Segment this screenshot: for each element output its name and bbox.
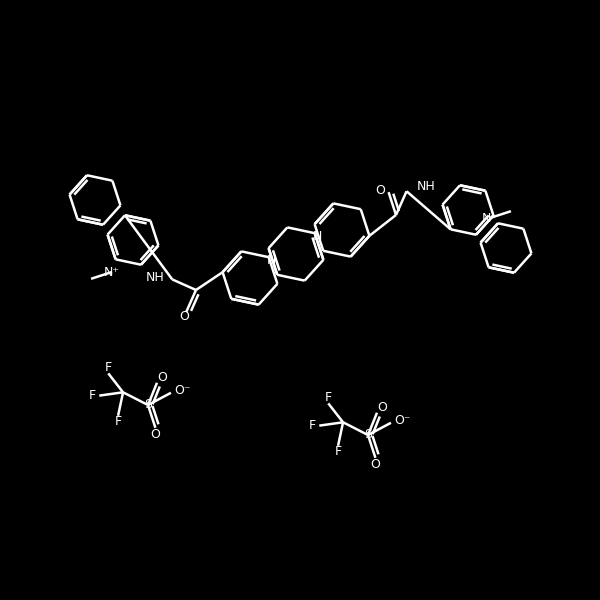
Text: F: F	[89, 389, 96, 402]
Text: N: N	[313, 229, 322, 242]
Text: NH: NH	[416, 180, 436, 193]
Text: O: O	[370, 458, 380, 472]
Text: O: O	[377, 401, 387, 414]
Text: F: F	[105, 361, 112, 374]
Text: S: S	[144, 398, 152, 412]
Text: S: S	[364, 428, 372, 442]
Text: O: O	[179, 310, 189, 323]
Text: NH: NH	[145, 271, 164, 284]
Text: N: N	[266, 253, 275, 266]
Text: O: O	[376, 184, 386, 197]
Text: N⁺: N⁺	[104, 265, 120, 278]
Text: F: F	[309, 419, 316, 432]
Text: O: O	[151, 428, 160, 442]
Text: O: O	[157, 371, 167, 384]
Text: O⁻: O⁻	[175, 384, 191, 397]
Text: F: F	[334, 445, 341, 458]
Text: F: F	[325, 391, 332, 404]
Text: O⁻: O⁻	[395, 414, 411, 427]
Text: N⁺: N⁺	[482, 211, 498, 224]
Text: F: F	[115, 415, 122, 428]
